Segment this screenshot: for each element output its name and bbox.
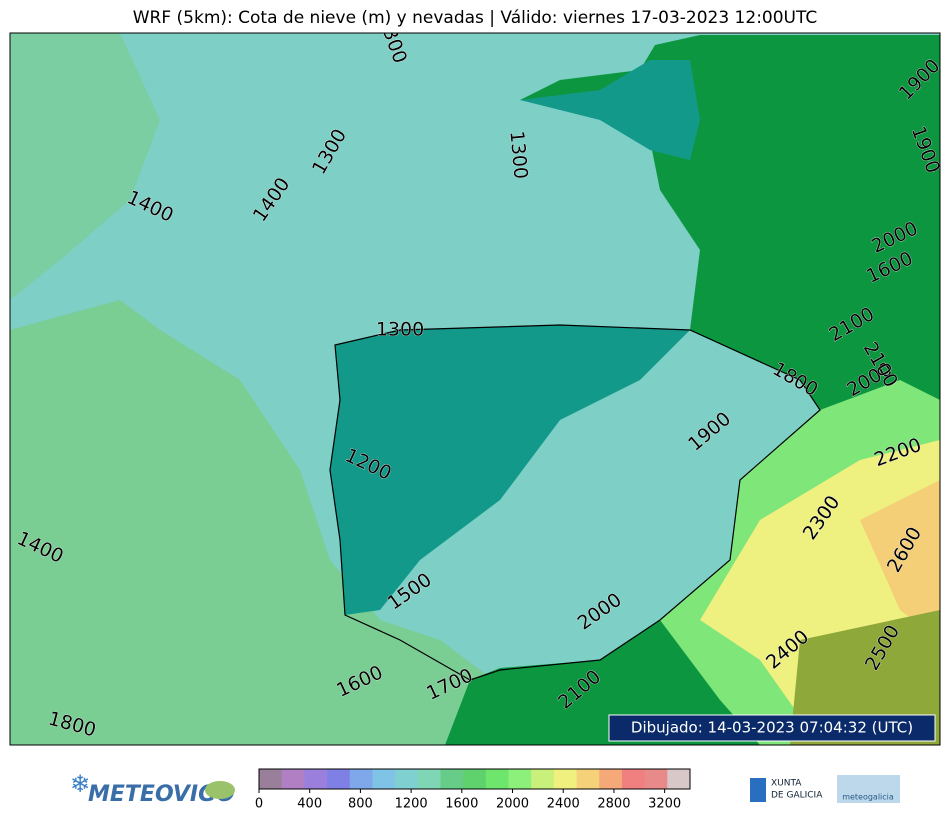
- contour-label: 1300: [376, 319, 424, 341]
- meteogalicia-logo: [837, 775, 900, 803]
- colorbar-tick-label: 3200: [648, 797, 681, 812]
- colorbar-tick-label: 2800: [597, 797, 630, 812]
- iberia-west: [330, 325, 690, 615]
- colorbar-segment: [304, 769, 328, 789]
- colorbar-segment: [281, 769, 305, 789]
- colorbar-tick-label: 400: [297, 797, 322, 812]
- colorbar-segment: [349, 769, 373, 789]
- map-frame: [9, 32, 941, 746]
- colorbar-tick-label: 800: [348, 797, 373, 812]
- colorbar-segment: [553, 769, 578, 789]
- colorbar-segment: [621, 769, 646, 789]
- colorbar-tick-label: 1200: [395, 797, 428, 812]
- colorbar-segment: [599, 769, 623, 789]
- colorbar-segment: [576, 769, 600, 789]
- colorbar-tick-label: 2000: [496, 797, 529, 812]
- snowflake: ❄: [70, 770, 90, 798]
- timestamp-box: [608, 714, 936, 742]
- colorbar-tick-label: 1600: [445, 797, 478, 812]
- xunta-text: DE GALICIA: [771, 791, 823, 801]
- low-field: [10, 300, 540, 745]
- coastline: [329, 324, 821, 681]
- colorbar-segment: [644, 769, 668, 789]
- colorbar-segment: [485, 769, 510, 789]
- xunta-emblem: [750, 778, 766, 802]
- timestamp: Dibujado: 14-03-2023 07:04:32 (UTC): [631, 719, 913, 737]
- colorbar-segment: [667, 769, 691, 789]
- meteogalicia-text: meteogalicia: [842, 793, 894, 802]
- leaf: [205, 781, 235, 799]
- colorbar-segment: [327, 769, 351, 789]
- colorbar-frame: [258, 768, 691, 790]
- orange-zone: [860, 480, 940, 640]
- colorbar-segment: [508, 769, 532, 789]
- land-high: [520, 60, 700, 160]
- contour-label: 1300: [505, 130, 531, 180]
- colorbar-segment: [259, 769, 283, 789]
- high-zone: [790, 610, 940, 745]
- colorbar-segment: [531, 769, 555, 789]
- colorbar-tick-label: 0: [255, 797, 263, 812]
- low-field: [10, 33, 160, 300]
- colorbar: 0 400 800 1200 1600 2000 2400 2800 3200: [255, 768, 691, 812]
- colorbar-segment: [440, 769, 464, 789]
- colorbar-segment: [395, 769, 419, 789]
- colorbar-tick-label: 2400: [547, 797, 580, 812]
- xunta-text: XUNTA: [771, 779, 802, 789]
- map-title: WRF (5km): Cota de nieve (m) y nevadas |…: [133, 8, 818, 28]
- colorbar-segment: [417, 769, 441, 789]
- colorbar-segment: [463, 769, 487, 789]
- colorbar-segment: [372, 769, 396, 789]
